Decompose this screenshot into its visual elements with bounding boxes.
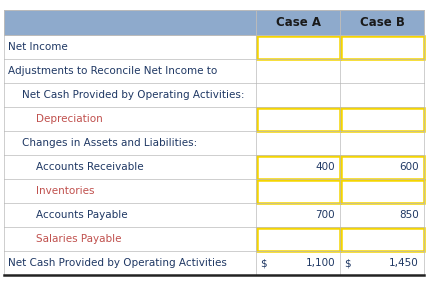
Text: 600: 600 <box>398 162 418 172</box>
Bar <box>340 227 423 251</box>
Bar <box>256 180 339 202</box>
Bar <box>4 227 423 251</box>
Bar <box>256 156 339 178</box>
Text: 1,450: 1,450 <box>389 258 418 268</box>
Bar <box>256 108 339 130</box>
Bar <box>4 251 423 275</box>
Bar <box>4 83 423 107</box>
Bar <box>4 10 423 35</box>
Text: 700: 700 <box>315 210 334 220</box>
Bar <box>4 179 423 203</box>
Text: Case B: Case B <box>359 16 403 29</box>
Text: Accounts Receivable: Accounts Receivable <box>36 162 143 172</box>
Text: Net Income: Net Income <box>8 42 68 52</box>
Text: Case A: Case A <box>275 16 320 29</box>
Bar <box>4 35 423 59</box>
Text: Net Cash Provided by Operating Activities: Net Cash Provided by Operating Activitie… <box>8 258 226 268</box>
Bar <box>256 227 339 251</box>
Text: 1,100: 1,100 <box>305 258 334 268</box>
Bar <box>4 107 423 131</box>
Text: Depreciation: Depreciation <box>36 114 103 124</box>
Text: Salaries Payable: Salaries Payable <box>36 234 121 244</box>
Text: Inventories: Inventories <box>36 186 94 196</box>
Bar <box>256 35 339 59</box>
Bar <box>4 59 423 83</box>
Text: Adjustments to Reconcile Net Income to: Adjustments to Reconcile Net Income to <box>8 66 217 76</box>
Bar <box>340 108 423 130</box>
Text: 400: 400 <box>315 162 334 172</box>
Bar <box>340 180 423 202</box>
Bar <box>4 203 423 227</box>
Text: Changes in Assets and Liabilities:: Changes in Assets and Liabilities: <box>22 138 197 148</box>
Text: 850: 850 <box>398 210 418 220</box>
Bar <box>340 156 423 178</box>
Bar <box>4 155 423 179</box>
Text: $: $ <box>259 258 266 268</box>
Text: Net Cash Provided by Operating Activities:: Net Cash Provided by Operating Activitie… <box>22 90 244 100</box>
Text: $: $ <box>343 258 350 268</box>
Text: Accounts Payable: Accounts Payable <box>36 210 127 220</box>
Bar <box>340 35 423 59</box>
Bar <box>4 131 423 155</box>
